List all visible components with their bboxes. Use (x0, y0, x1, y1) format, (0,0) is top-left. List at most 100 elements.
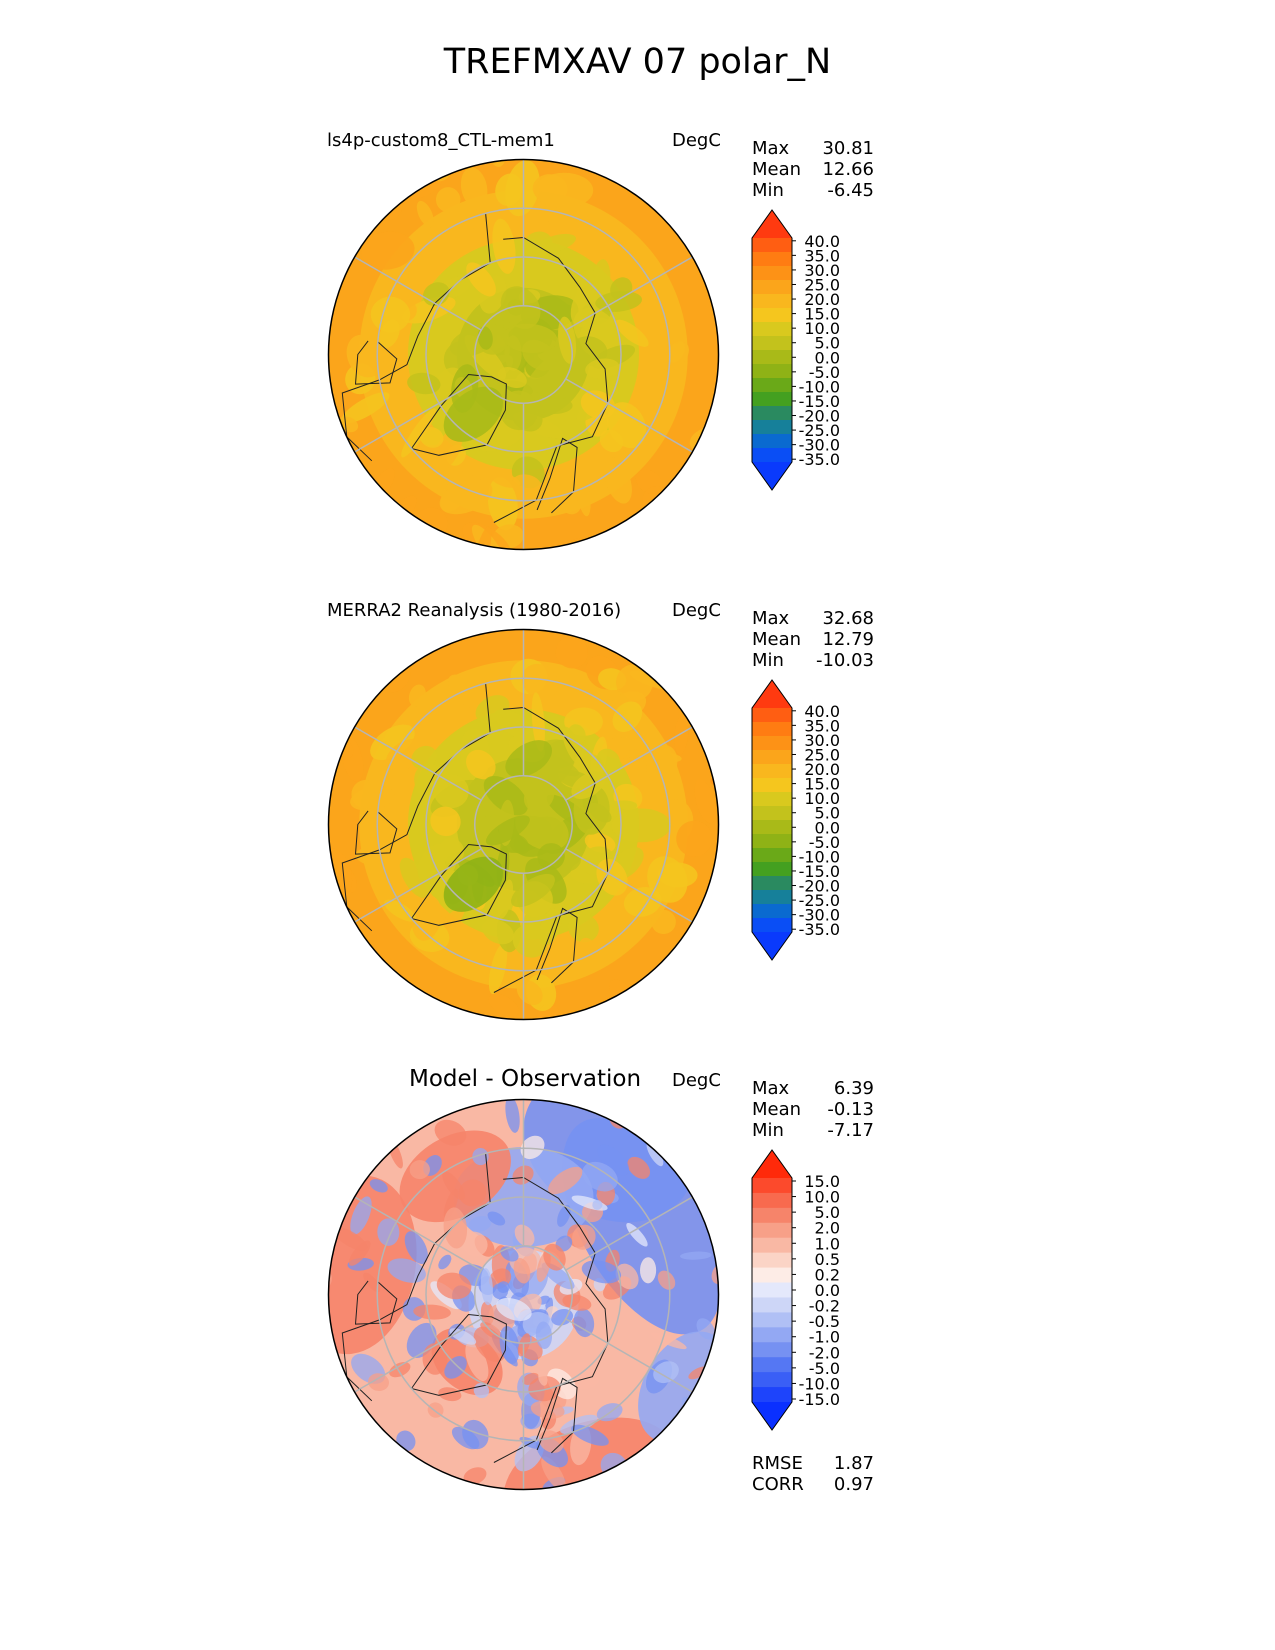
graticule-lon (565, 1318, 714, 1405)
panel1-stat-mean-label: Mean (752, 159, 802, 180)
coastline (536, 437, 578, 514)
field-patch (497, 1281, 510, 1294)
field-patch (380, 1448, 401, 1463)
field-patch (651, 909, 676, 935)
panel3-stat-mean-value: -0.13 (827, 1099, 874, 1120)
colorbar-segment (752, 904, 792, 919)
field-patch (641, 1124, 671, 1142)
field-patch (401, 408, 437, 458)
colorbar-tick-label: 15.0 (804, 305, 840, 324)
coastline (411, 373, 507, 456)
colorbar-segment (752, 848, 792, 863)
field-patch (363, 1272, 381, 1293)
field-patch (487, 477, 518, 531)
coastline (536, 907, 578, 984)
coastline (354, 1280, 398, 1325)
field-patch (413, 1304, 451, 1320)
field-patch (399, 857, 430, 899)
colorbar-tick-label: 1.0 (815, 1234, 840, 1253)
colorbar-tick-label: 10.0 (804, 319, 840, 338)
panel2-stat-mean-label: Mean (752, 629, 802, 650)
colorbar-tick-label: 35.0 (804, 246, 840, 265)
colorbar-tick-label: -5.0 (809, 363, 840, 382)
colorbar-segment (752, 378, 792, 393)
colorbar-tick-label: 30.0 (804, 731, 840, 750)
coastline (354, 810, 398, 855)
field-patch (430, 806, 461, 837)
colorbar-segment (752, 736, 792, 751)
panel2-stat-min-value: -10.03 (815, 650, 874, 671)
field-patch (512, 924, 548, 958)
field-patch (653, 643, 684, 681)
field-patch (488, 993, 519, 1017)
field-patch (521, 663, 558, 700)
coastline (354, 340, 398, 385)
graticule-lon (333, 848, 482, 935)
colorbar-segment (752, 1192, 792, 1209)
field-patch (580, 390, 616, 419)
field-patch (468, 1216, 492, 1232)
field-patch (328, 741, 329, 774)
colorbar-segment (752, 1357, 792, 1373)
colorbar-tick-label: -30.0 (799, 906, 840, 925)
field-patch (416, 200, 434, 228)
colorbar-tick-label: 40.0 (804, 232, 840, 251)
field-patch (408, 684, 426, 707)
field-patch (475, 695, 510, 724)
panel3-footer-stats: RMSE 1.87 CORR 0.97 (752, 1453, 874, 1497)
colorbar-segment (752, 266, 792, 281)
field-patch (497, 367, 527, 389)
field-patch (650, 1332, 687, 1350)
field-patch (465, 1341, 489, 1382)
field-patch (537, 843, 565, 870)
field-patch (660, 320, 685, 345)
colorbar-segment (752, 820, 792, 835)
field-patch (560, 1414, 598, 1435)
field-patch (482, 919, 514, 945)
colorbar-tick-label: -0.2 (809, 1297, 840, 1316)
field-patch (555, 636, 588, 669)
colorbar-segment (752, 1267, 792, 1284)
panel3-stat-min-value: -7.17 (827, 1120, 874, 1141)
graticule-lon (565, 714, 714, 801)
field-patch (653, 1361, 679, 1384)
colorbar-segment (752, 1252, 792, 1269)
field-patch (535, 1321, 553, 1350)
map-field (328, 629, 719, 1020)
colorbar-segment (752, 350, 792, 365)
field-hotspot (709, 914, 719, 978)
colorbar-outline (751, 209, 793, 491)
colorbar-segment (752, 322, 792, 337)
colorbar-tick-label: 30.0 (804, 261, 840, 280)
field-patch (352, 952, 367, 1004)
field-patch (581, 1015, 617, 1020)
colorbar-extend-max (752, 210, 792, 238)
panel2-units: DegC (672, 600, 721, 621)
colorbar-segment (752, 890, 792, 905)
panel1-stat-max-label: Max (752, 138, 790, 159)
field-patch (379, 319, 400, 348)
panel2-stat-max-value: 32.68 (822, 608, 874, 629)
field-patch (389, 1362, 411, 1378)
field-patch (606, 543, 630, 550)
colorbar-tick-label: 25.0 (804, 275, 840, 294)
panel1-polar-map (327, 158, 720, 551)
colorbar-segment (752, 238, 792, 253)
field-patch (611, 808, 671, 843)
colorbar-segment (752, 834, 792, 849)
field-patch (646, 1141, 664, 1167)
field-patch (562, 1294, 592, 1311)
colorbar-tick-label: -25.0 (799, 421, 840, 440)
colorbar-tick-label: 0.2 (815, 1265, 840, 1284)
panel3-stat-max-value: 6.39 (833, 1078, 874, 1099)
field-patch (596, 748, 621, 772)
colorbar-segment (752, 876, 792, 891)
coastline (341, 213, 491, 462)
panel1-units: DegC (672, 130, 721, 151)
field-patch (514, 1224, 535, 1247)
field-patch (328, 1171, 351, 1205)
panel3-rmse-value: 1.87 (833, 1453, 874, 1474)
colorbar-tick-label: -15.0 (799, 1390, 840, 1409)
colorbar-extend-max (752, 1150, 792, 1178)
field-patch (680, 1251, 712, 1260)
